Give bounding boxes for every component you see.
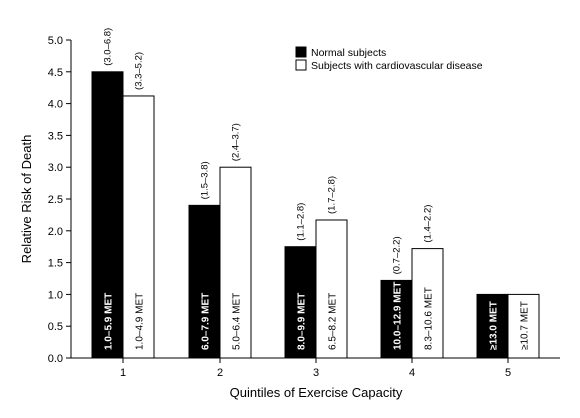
bar-label-cvd: 8.3–10.6 MET (424, 287, 435, 350)
ci-label: (2.4–3.7) (231, 123, 242, 161)
bar-label-cvd: 6.5–8.2 MET (328, 293, 339, 350)
legend-swatch-normal (295, 46, 307, 58)
bar-label-cvd: 5.0–6.4 MET (232, 293, 243, 350)
bar-cvd (507, 293, 540, 359)
y-tick-label: 2.0 (48, 226, 63, 238)
x-tick-label: 5 (505, 367, 511, 379)
bar-label-normal: ≥13.0 MET (489, 301, 500, 350)
y-tick-label: 1.0 (48, 289, 63, 301)
bar-label-normal: 6.0–7.9 MET (201, 293, 212, 350)
y-tick-label: 0.5 (48, 321, 63, 333)
ci-label: (1.7–2.8) (327, 176, 338, 214)
y-tick-label: 4.5 (48, 67, 63, 79)
ci-label: (3.3–5.2) (134, 52, 145, 90)
y-tick-label: 3.0 (48, 162, 63, 174)
legend-label-cvd: Subjects with cardiovascular disease (311, 60, 483, 72)
bar-label-cvd: ≥10.7 MET (520, 301, 531, 350)
ci-label: (1.5–3.8) (200, 161, 211, 199)
bar-label-cvd: 1.0–4.9 MET (135, 293, 146, 350)
y-axis-title: Relative Risk of Death (19, 135, 34, 264)
bar-cvd (315, 219, 348, 359)
ci-label: (3.0–6.8) (103, 28, 114, 66)
bar-label-normal: 10.0–12.9 MET (393, 282, 404, 350)
bar-cvd (219, 166, 252, 359)
bar-cvd (122, 95, 155, 359)
legend-swatch-cvd (295, 59, 307, 71)
bar-label-normal: 8.0–9.9 MET (297, 293, 308, 350)
bar-cvd (411, 248, 444, 359)
x-tick-label: 4 (409, 367, 415, 379)
bar-label-normal: 1.0–5.9 MET (104, 293, 115, 350)
x-tick-label: 2 (217, 367, 223, 379)
x-tick-label: 1 (120, 367, 126, 379)
y-tick-label: 3.5 (48, 130, 63, 142)
y-tick-label: 5.0 (48, 35, 63, 47)
y-tick-label: 4.0 (48, 99, 63, 111)
x-axis-title: Quintiles of Exercise Capacity (230, 385, 403, 400)
ci-label: (1.1–2.8) (296, 203, 307, 241)
ci-label: (1.4–2.2) (423, 205, 434, 243)
x-tick-label: 3 (313, 367, 319, 379)
legend-label-normal: Normal subjects (311, 47, 386, 59)
y-tick-label: 0.0 (48, 353, 63, 365)
ci-label: (0.7–2.2) (392, 236, 403, 274)
y-tick-label: 1.5 (48, 258, 63, 270)
y-tick-label: 2.5 (48, 194, 63, 206)
